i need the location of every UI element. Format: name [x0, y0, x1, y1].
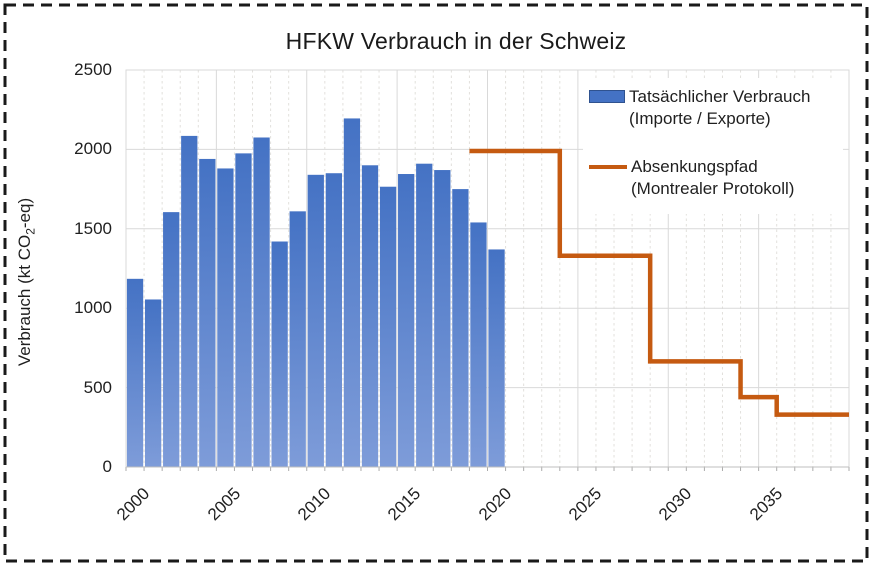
y-axis-title-pre: Verbrauch (kt CO: [15, 234, 34, 367]
bar-2006: [235, 153, 252, 467]
bar-2008: [271, 241, 288, 467]
bar-2001: [144, 299, 162, 467]
y-tick-label: 1000: [74, 298, 112, 318]
bar-2007: [253, 137, 270, 468]
y-axis-title-post: -eq): [15, 197, 34, 229]
bar-2014: [379, 186, 397, 467]
bar-2004: [199, 158, 216, 468]
legend-item-actual-consumption: Tatsächlicher Verbrauch (Importe / Expor…: [589, 86, 810, 130]
y-tick-label: 0: [102, 457, 112, 476]
bar-2018: [452, 189, 469, 467]
bar-2010: [307, 174, 324, 468]
y-axis-title: Verbrauch (kt CO2-eq): [15, 162, 41, 402]
y-tick-label: 1500: [74, 218, 112, 238]
bar-2015: [398, 174, 415, 467]
bar-2011: [325, 173, 342, 467]
legend-label: Absenkungspfad: [631, 157, 758, 176]
bar-2017: [434, 170, 451, 467]
legend-sublabel: (Importe / Exporte): [629, 109, 771, 128]
legend-sublabel: (Montrealer Protokoll): [631, 179, 795, 198]
bar-2009: [289, 211, 306, 467]
bar-2012: [343, 118, 361, 468]
y-axis-title-sub: 2: [23, 228, 38, 235]
bar-2003: [181, 135, 198, 468]
legend-line-swatch-icon: [589, 165, 627, 169]
y-tick-label: 2500: [74, 60, 112, 79]
legend-bar-swatch-icon: [589, 90, 625, 103]
chart-title: HFKW Verbrauch in der Schweiz: [285, 28, 627, 54]
bar-2019: [470, 222, 487, 467]
bar-2020: [488, 249, 505, 467]
legend-item-reduction-path: Absenkungspfad (Montrealer Protokoll): [589, 156, 794, 200]
y-tick-label: 500: [83, 377, 112, 397]
bar-2005: [217, 168, 234, 467]
bar-2002: [163, 212, 180, 467]
bar-2000: [126, 278, 144, 467]
y-tick-label: 2000: [74, 139, 112, 159]
legend: Tatsächlicher Verbrauch (Importe / Expor…: [583, 78, 843, 214]
legend-label: Tatsächlicher Verbrauch: [629, 87, 811, 106]
bar-2013: [361, 165, 379, 467]
bar-2016: [416, 163, 433, 467]
